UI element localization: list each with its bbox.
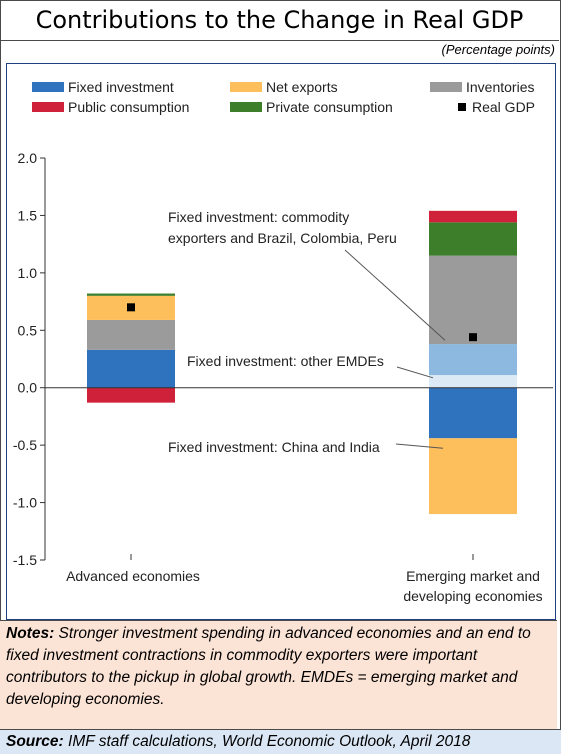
- y-tick-label: 2.0: [18, 150, 38, 166]
- x-category-label: Emerging market and: [406, 568, 540, 584]
- y-tick-label: 1.0: [18, 265, 38, 281]
- notes-text: Stronger investment spending in advanced…: [6, 625, 531, 708]
- bar-segment: [87, 319, 175, 350]
- bar-segment: [87, 349, 175, 388]
- legend-label: Real GDP: [472, 99, 535, 115]
- legend-label: Private consumption: [266, 99, 393, 115]
- annotation-label: Fixed investment: China and India: [168, 439, 380, 455]
- y-tick-label: -0.5: [13, 437, 37, 453]
- annotation-label: Fixed investment: other EMDEs: [187, 353, 384, 369]
- bar-segment: [429, 210, 517, 223]
- y-tick-label: 0.5: [18, 322, 38, 338]
- source-box: Source: IMF staff calculations, World Ec…: [0, 729, 561, 754]
- bar-segment: [87, 293, 175, 296]
- chart-subtitle: (Percentage points): [441, 42, 555, 57]
- annotation-leader: [344, 249, 446, 341]
- notes-label: Notes:: [6, 625, 55, 642]
- notes-box: Notes: Stronger investment spending in a…: [0, 620, 557, 730]
- y-tick-label: -1.5: [13, 552, 37, 568]
- annotation-background: [178, 349, 398, 373]
- page-title: Contributions to the Change in Real GDP: [0, 0, 559, 41]
- y-tick-label: -1.0: [13, 495, 37, 511]
- y-tick-label: 0.0: [18, 380, 38, 396]
- legend-label: Net exports: [266, 79, 338, 95]
- x-category-label: Advanced economies: [66, 568, 200, 584]
- y-tick-label: 1.5: [18, 207, 38, 223]
- bar-segment: [429, 222, 517, 256]
- chart-panel: [6, 63, 556, 620]
- annotation-label: exporters and Brazil, Colombia, Peru: [168, 230, 397, 246]
- legend-label: Public consumption: [68, 99, 189, 115]
- legend-marker: [458, 103, 466, 111]
- legend-label: Inventories: [466, 79, 534, 95]
- legend-swatch: [32, 82, 64, 92]
- bar-segment: [87, 387, 175, 403]
- x-category-label: developing economies: [403, 588, 542, 604]
- legend-swatch: [230, 102, 262, 112]
- legend-swatch: [32, 102, 64, 112]
- annotation-leader: [395, 443, 444, 449]
- annotation-leader: [396, 366, 434, 379]
- legend-swatch: [230, 82, 262, 92]
- legend-label: Fixed investment: [68, 79, 174, 95]
- bar-segment: [429, 438, 517, 515]
- bar-segment: [429, 344, 517, 376]
- legend-swatch: [430, 82, 462, 92]
- real-gdp-point: [127, 303, 135, 312]
- bar-segment: [429, 387, 517, 439]
- source-label: Source:: [6, 733, 64, 750]
- bar-segment: [429, 375, 517, 388]
- source-text: IMF staff calculations, World Economic O…: [68, 733, 471, 750]
- bar-segment: [429, 255, 517, 345]
- real-gdp-point: [469, 333, 477, 342]
- annotation-label: Fixed investment: commodity: [168, 209, 349, 225]
